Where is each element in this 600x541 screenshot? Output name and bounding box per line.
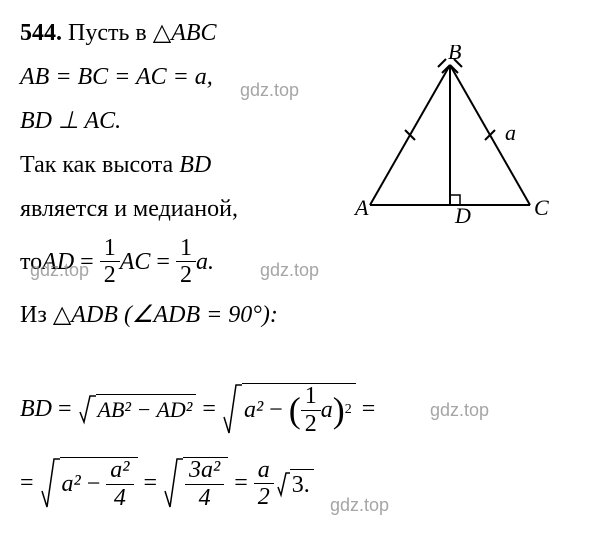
line-1: 544. Пусть в △ABC	[20, 15, 340, 51]
eq2: =	[150, 244, 176, 280]
line-4: Так как высота BD	[20, 147, 340, 183]
sqrt-5: 3.	[276, 469, 314, 499]
label-a-vertex: A	[353, 195, 369, 220]
frac-inner: 1 2	[301, 383, 321, 437]
triangle-diagram: B A C D a	[350, 45, 550, 225]
label-d: D	[454, 203, 471, 225]
eq-sign-5: =	[138, 470, 164, 497]
content-root: 544. Пусть в △ABC AB = BC = AC = a, BD ⊥…	[20, 15, 580, 511]
frac-3a2-4: 3a² 4	[185, 457, 224, 511]
line-2: AB = BC = AC = a,	[20, 59, 340, 95]
sqrt-4: 3a² 4	[163, 457, 228, 511]
eq-sign-6: =	[228, 470, 254, 497]
label-b: B	[448, 45, 461, 64]
eq-sign-4: =	[20, 470, 40, 497]
eq-sign-1: =	[52, 396, 78, 423]
eq-sign-2: =	[196, 396, 222, 423]
line1-text: Пусть в △	[68, 20, 171, 46]
line-3: BD ⊥ AC.	[20, 103, 340, 139]
line7-tri: ADB	[71, 302, 118, 328]
label-c: C	[534, 195, 549, 220]
line6-ac: AC	[120, 244, 151, 280]
equation-1: BD = AB² − AD² = a² − ( 1 2 a ) 2 =	[20, 383, 580, 437]
frac-half-1: 1 2	[100, 235, 120, 289]
problem-number: 544.	[20, 20, 62, 46]
line4-text: Так как высота	[20, 152, 179, 178]
line7-angle: (∠ADB = 90°):	[118, 302, 278, 328]
line-7: Из △ADB (∠ADB = 90°):	[20, 297, 340, 333]
sqrt-1: AB² − AD²	[78, 394, 197, 426]
sqrt-2: a² − ( 1 2 a ) 2	[222, 383, 356, 437]
line6-prefix: то	[20, 244, 42, 280]
problem-text: 544. Пусть в △ABC AB = BC = AC = a, BD ⊥…	[20, 15, 340, 333]
triangle-abc: ABC	[171, 20, 216, 46]
frac-a-2: a 2	[254, 457, 274, 511]
sqrt-3: a² − a² 4	[40, 457, 138, 511]
label-side-a: a	[505, 120, 516, 145]
line6-a: a.	[196, 244, 214, 280]
line6-ad: AD	[42, 244, 74, 280]
triangle-svg: B A C D a	[350, 45, 550, 225]
frac-a2-4: a² 4	[106, 457, 133, 511]
frac-half-2: 1 2	[176, 235, 196, 289]
eq1-bd: BD	[20, 396, 52, 423]
equation-2: = a² − a² 4 = 3a² 4 =	[20, 457, 580, 511]
eq-sign-3: =	[356, 396, 376, 423]
eq1: =	[74, 244, 100, 280]
line-5: является и медианой,	[20, 191, 340, 227]
line4-var: BD	[179, 152, 211, 178]
line-6: то AD = 1 2 AC = 1 2 a.	[20, 235, 340, 289]
line7-prefix: Из △	[20, 302, 71, 328]
